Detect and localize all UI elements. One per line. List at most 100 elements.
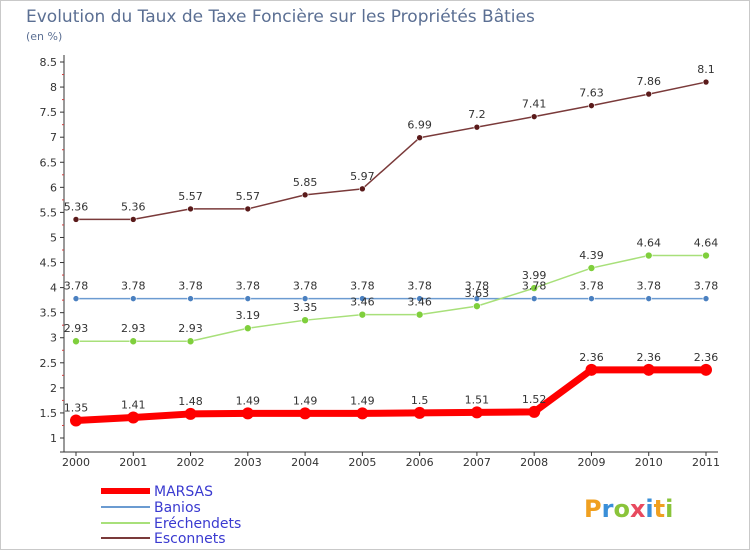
legend-label-er-chendets: Eréchendets (154, 516, 241, 532)
y-tick-label: 3 (50, 332, 57, 345)
data-label-er-chendets: 2.93 (64, 322, 89, 335)
data-point-banios (702, 295, 710, 302)
data-point-er-chendets (72, 337, 80, 346)
legend-label-esconnets: Esconnets (154, 531, 226, 547)
series-line-marsas (75, 366, 706, 424)
data-label-banios: 3.78 (694, 280, 719, 293)
y-tick-label: 3.5 (40, 307, 58, 320)
data-label-er-chendets: 4.64 (694, 237, 719, 250)
proxiti-logo: Proxiti (584, 495, 673, 523)
data-point-banios (645, 295, 653, 302)
data-point-er-chendets (301, 316, 309, 324)
chart-title: Evolution du Taux de Taxe Foncière sur l… (26, 7, 535, 27)
legend-label-banios: Banios (154, 500, 201, 516)
x-tick-label: 2010 (635, 456, 663, 469)
data-point-esconnets (301, 191, 309, 199)
data-label-marsas: 2.36 (694, 351, 719, 364)
data-point-er-chendets (358, 310, 367, 319)
data-point-er-chendets (473, 302, 481, 310)
x-tick-label: 2008 (520, 456, 548, 469)
data-label-marsas: 1.49 (236, 394, 261, 407)
data-point-marsas (70, 414, 82, 427)
data-point-esconnets (244, 205, 252, 213)
data-point-esconnets (359, 185, 366, 193)
y-tick-label: 8 (50, 81, 57, 94)
data-point-er-chendets (587, 264, 596, 272)
y-tick-label: 2.5 (40, 357, 58, 370)
data-point-er-chendets (702, 251, 710, 260)
y-ticks: 1 1.5 2 2.5 3 3.5 4 4.5 5 5.5 6 6.5 7 7.5 8 8.5 (40, 56, 64, 445)
data-point-banios (588, 295, 595, 302)
data-point-marsas (700, 363, 712, 376)
series-layer (70, 78, 712, 427)
data-point-marsas (528, 405, 541, 418)
x-tick-label: 2003 (234, 456, 262, 469)
data-label-esconnets: 7.41 (522, 98, 547, 111)
logo-text: Proxiti (584, 495, 673, 523)
data-label-banios: 3.78 (579, 280, 604, 293)
legend-label-marsas: MARSAS (154, 484, 213, 500)
y-tick-label: 1 (50, 432, 57, 445)
data-label-er-chendets: 4.39 (579, 249, 604, 262)
data-label-marsas: 1.52 (522, 393, 547, 406)
data-point-banios (187, 295, 194, 302)
data-label-marsas: 1.49 (350, 394, 375, 407)
data-point-banios (473, 295, 481, 302)
data-point-esconnets (588, 102, 595, 109)
x-tick-label: 2011 (692, 456, 720, 469)
data-label-er-chendets: 3.19 (236, 309, 261, 322)
data-point-esconnets (187, 205, 194, 213)
data-point-esconnets (702, 78, 710, 86)
series-line-er-chendets (76, 254, 706, 342)
data-point-esconnets (645, 90, 653, 98)
y-tick-label: 8.5 (40, 56, 58, 69)
y-tick-label: 7.5 (40, 106, 58, 119)
y-tick-label: 7 (50, 131, 57, 144)
data-point-marsas (585, 363, 598, 376)
data-label-esconnets: 7.63 (579, 87, 604, 100)
data-label-banios: 3.78 (293, 280, 318, 293)
x-tick-label: 2009 (577, 456, 605, 469)
data-label-banios: 3.78 (407, 280, 432, 293)
data-point-marsas (127, 411, 140, 424)
y-tick-label: 5 (50, 231, 57, 244)
data-label-marsas: 1.51 (465, 393, 490, 406)
data-point-esconnets (72, 216, 80, 223)
data-point-esconnets (416, 134, 423, 142)
data-label-esconnets: 5.57 (236, 190, 261, 203)
data-label-marsas: 2.36 (579, 351, 604, 364)
data-label-er-chendets: 3.35 (293, 301, 318, 314)
x-tick-label: 2006 (406, 456, 434, 469)
y-tick-label: 1.5 (40, 407, 58, 420)
data-point-marsas (241, 407, 254, 420)
data-point-banios (359, 295, 366, 302)
data-point-banios (129, 295, 137, 302)
data-point-banios (301, 295, 309, 302)
data-point-marsas (356, 407, 369, 420)
data-point-er-chendets (129, 337, 138, 346)
x-tick-label: 2000 (62, 456, 90, 469)
y-tick-label: 2 (50, 382, 57, 395)
data-label-esconnets: 5.36 (121, 200, 146, 213)
data-label-banios: 3.78 (465, 280, 490, 293)
x-tick-label: 2002 (177, 456, 205, 469)
data-label-banios: 3.78 (178, 280, 203, 293)
data-label-er-chendets: 3.46 (407, 296, 432, 309)
data-point-banios (530, 295, 538, 302)
x-tick-label: 2001 (119, 456, 147, 469)
data-label-banios: 3.78 (350, 280, 375, 293)
data-point-esconnets (473, 123, 481, 131)
x-ticks: 2000 2001 2002 2003 2004 2005 2006 2007 2008 2009… (62, 452, 720, 469)
data-point-er-chendets (244, 324, 252, 333)
data-point-er-chendets (644, 251, 653, 260)
y-tick-label: 5.5 (40, 206, 58, 219)
data-label-banios: 3.78 (121, 280, 146, 293)
data-label-er-chendets: 2.93 (121, 322, 146, 335)
data-label-esconnets: 5.85 (293, 176, 318, 189)
data-label-esconnets: 8.1 (697, 63, 715, 76)
y-tick-label: 4 (50, 282, 57, 295)
data-point-esconnets (530, 113, 538, 120)
data-label-esconnets: 6.99 (407, 119, 432, 132)
